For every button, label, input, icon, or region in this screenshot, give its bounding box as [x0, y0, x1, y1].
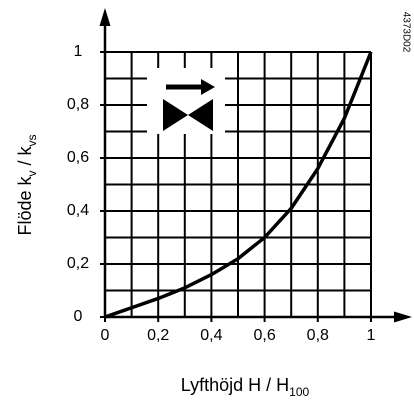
x-tick-label: 0,8: [307, 327, 329, 344]
label-text: Flöde k: [15, 175, 35, 235]
label-text: / k: [15, 145, 35, 170]
subscript: v: [25, 170, 39, 176]
y-tick-label: 1: [74, 43, 83, 60]
subscript: 100: [289, 385, 309, 399]
x-axis-label: Lyfthöjd H / H100: [181, 375, 310, 399]
x-tick-label: 0,2: [147, 327, 169, 344]
valve-icon: [147, 68, 225, 134]
x-tick-label: 0,6: [253, 327, 275, 344]
x-tick-label: 1: [367, 327, 376, 344]
subscript: vs: [25, 134, 39, 146]
label-text: Lyfthöjd H / H: [181, 375, 289, 395]
y-tick-label: 0,2: [67, 255, 89, 272]
valve-right: [188, 99, 213, 131]
y-tick-label: 0,4: [67, 202, 89, 219]
x-tick-label: 0,4: [200, 327, 222, 344]
curve: [104, 51, 373, 319]
figure-code: 4373D02: [400, 12, 411, 53]
icon-background: [147, 68, 225, 134]
y-axis-label: Flöde kv / kvs: [15, 134, 39, 235]
y-tick-label: 0,6: [67, 149, 89, 166]
x-axis-arrow: [394, 311, 412, 323]
x-tick-label: 0: [101, 327, 110, 344]
y-axis-arrow: [99, 8, 111, 26]
y-tick-label: 0,8: [67, 96, 89, 113]
flow-arrow-head: [201, 79, 215, 95]
valve-left: [163, 99, 188, 131]
y-tick-label: 0: [74, 308, 83, 325]
